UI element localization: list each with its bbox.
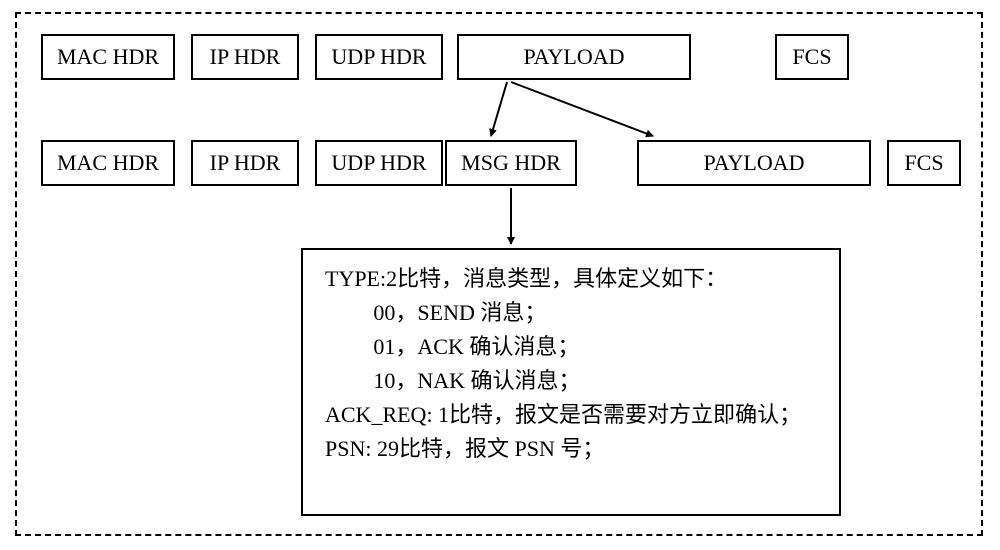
- r1-payload-box: PAYLOAD: [457, 34, 691, 80]
- detail-line-psn: PSN: 29比特，报文 PSN 号；: [325, 432, 823, 466]
- r2-fcs-label: FCS: [904, 150, 943, 176]
- arrow-r1payload-to-r2payload: [511, 82, 653, 136]
- r2-fcs-box: FCS: [887, 140, 961, 186]
- detail-line-01: 01，ACK 确认消息；: [373, 330, 823, 364]
- detail-line-ackreq: ACK_REQ: 1比特，报文是否需要对方立即确认；: [325, 398, 823, 432]
- r1-udp-hdr-label: UDP HDR: [331, 44, 426, 70]
- r1-mac-hdr-box: MAC HDR: [41, 34, 175, 80]
- r2-mac-hdr-box: MAC HDR: [41, 140, 175, 186]
- r2-ip-hdr-label: IP HDR: [210, 150, 281, 176]
- r2-udp-hdr-label: UDP HDR: [331, 150, 426, 176]
- r1-udp-hdr-box: UDP HDR: [315, 34, 443, 80]
- r1-ip-hdr-label: IP HDR: [210, 44, 281, 70]
- r1-payload-label: PAYLOAD: [523, 44, 624, 70]
- dashed-frame: MAC HDR IP HDR UDP HDR PAYLOAD FCS MAC H…: [15, 12, 983, 536]
- detail-line-type: TYPE:2比特，消息类型，具体定义如下：: [325, 262, 823, 296]
- r1-fcs-box: FCS: [775, 34, 849, 80]
- detail-line-10: 10，NAK 确认消息；: [373, 364, 823, 398]
- r1-mac-hdr-label: MAC HDR: [57, 44, 159, 70]
- r2-mac-hdr-label: MAC HDR: [57, 150, 159, 176]
- r2-msg-hdr-box: MSG HDR: [445, 140, 577, 186]
- r2-udp-hdr-box: UDP HDR: [315, 140, 443, 186]
- detail-line-00: 00，SEND 消息；: [373, 296, 823, 330]
- r1-ip-hdr-box: IP HDR: [191, 34, 299, 80]
- arrow-r1payload-to-msghdr: [491, 82, 507, 136]
- r2-msg-hdr-label: MSG HDR: [461, 150, 561, 176]
- r2-payload-label: PAYLOAD: [703, 150, 804, 176]
- r2-payload-box: PAYLOAD: [637, 140, 871, 186]
- r2-ip-hdr-box: IP HDR: [191, 140, 299, 186]
- msg-hdr-detail-box: TYPE:2比特，消息类型，具体定义如下： 00，SEND 消息； 01，ACK…: [301, 248, 841, 516]
- r1-fcs-label: FCS: [792, 44, 831, 70]
